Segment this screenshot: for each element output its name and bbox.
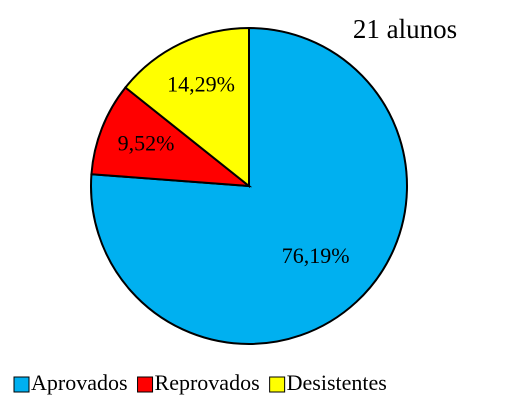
legend-label: Desistentes bbox=[287, 370, 387, 395]
pie-slice bbox=[90, 86, 253, 188]
legend-swatch bbox=[137, 376, 154, 393]
data-label: 76,19% bbox=[282, 243, 350, 268]
legend-swatch bbox=[13, 376, 30, 393]
data-label: 14,29% bbox=[167, 71, 235, 96]
legend-label: Reprovados bbox=[155, 370, 260, 395]
legend-swatch bbox=[269, 376, 286, 393]
legend-label: Aprovados bbox=[31, 370, 128, 395]
chart-title: 21 alunos bbox=[353, 14, 457, 44]
data-label: 9,52% bbox=[118, 131, 175, 156]
pie-slice bbox=[124, 26, 250, 189]
